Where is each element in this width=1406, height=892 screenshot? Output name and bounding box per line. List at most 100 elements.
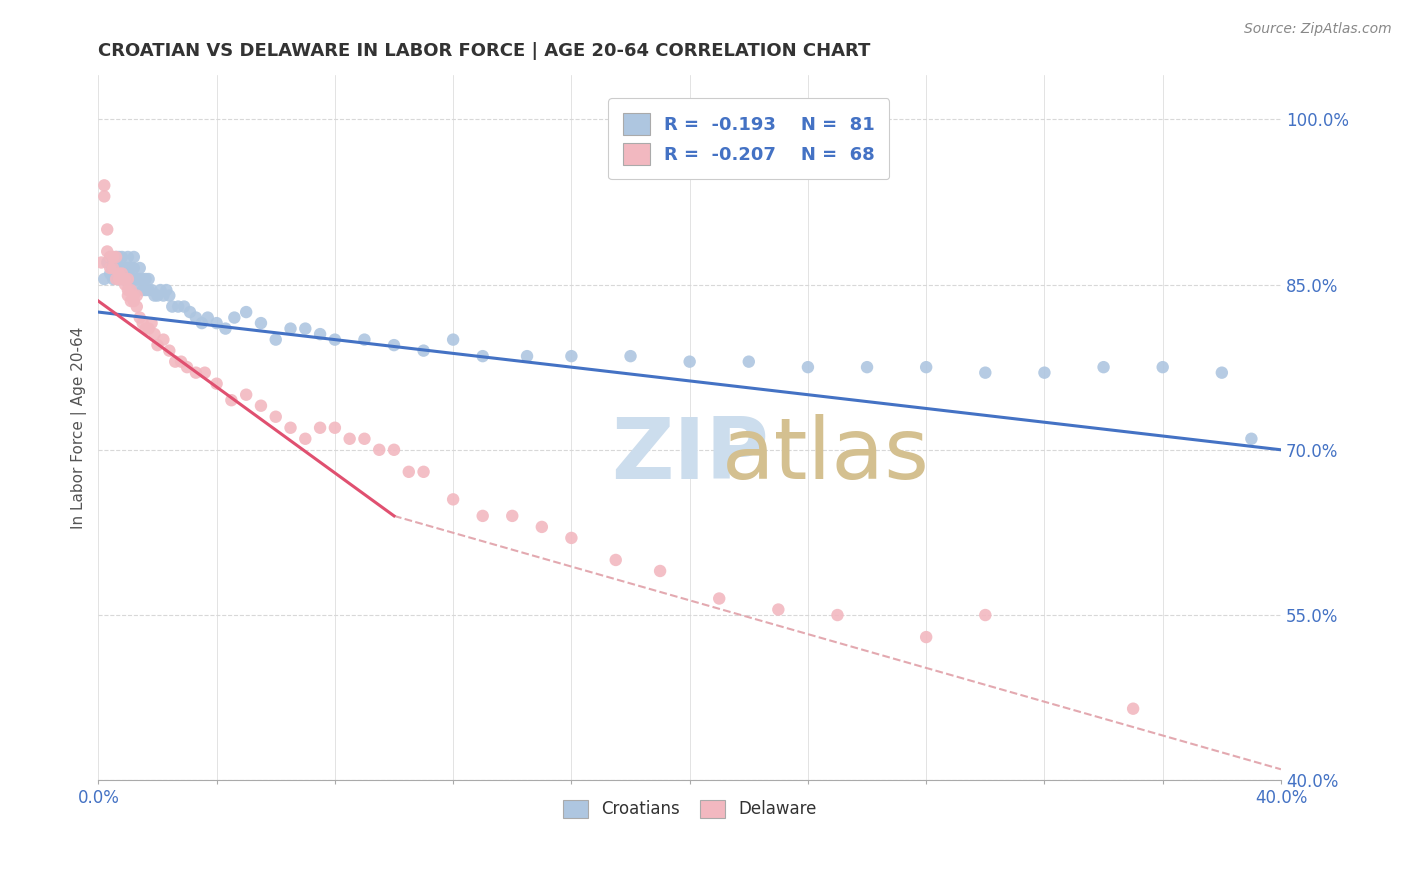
Point (398, 465, 420, 479)
Point (560, 349, 582, 363)
Point (170, 354, 193, 368)
Point (98, 250, 121, 264)
Point (93, 189, 115, 203)
Point (184, 366, 207, 380)
Point (125, 277, 148, 292)
Point (280, 321, 302, 335)
Point (191, 316, 214, 330)
Point (368, 442, 391, 457)
Point (117, 288, 139, 302)
Point (1033, 366, 1056, 380)
Point (125, 288, 148, 302)
Point (323, 333, 346, 347)
Point (184, 310, 207, 325)
Point (280, 421, 302, 435)
Point (560, 531, 582, 545)
Point (1092, 360, 1115, 375)
Point (441, 492, 464, 507)
Point (117, 260, 139, 275)
Point (1211, 366, 1233, 380)
Point (856, 360, 879, 375)
Point (146, 288, 169, 302)
Point (205, 376, 228, 391)
Point (353, 333, 375, 347)
Point (235, 387, 257, 401)
Point (120, 283, 142, 297)
Point (131, 316, 153, 330)
Point (176, 360, 198, 375)
Point (105, 250, 128, 264)
Point (122, 250, 145, 264)
Point (120, 272, 142, 286)
Point (974, 608, 997, 623)
Point (114, 277, 136, 292)
Point (471, 349, 494, 363)
Point (131, 272, 153, 286)
Point (152, 333, 174, 347)
Point (382, 338, 405, 352)
Point (108, 260, 131, 275)
Point (194, 366, 217, 380)
Point (111, 267, 134, 281)
Point (827, 608, 849, 623)
Point (125, 300, 148, 314)
Point (167, 300, 190, 314)
Point (135, 272, 157, 286)
Point (108, 250, 131, 264)
Point (619, 349, 641, 363)
Point (114, 272, 136, 286)
Point (117, 250, 139, 264)
Point (111, 260, 134, 275)
Point (101, 272, 124, 286)
Point (179, 305, 201, 319)
Point (125, 272, 148, 286)
Point (141, 316, 163, 330)
Point (501, 508, 523, 523)
Point (648, 564, 671, 578)
Point (131, 283, 153, 297)
Point (309, 327, 332, 342)
Text: Source: ZipAtlas.com: Source: ZipAtlas.com (1244, 22, 1392, 37)
Point (122, 288, 145, 302)
Legend: Croatians, Delaware: Croatians, Delaware (557, 793, 824, 825)
Point (974, 366, 997, 380)
Point (96, 255, 118, 269)
Point (108, 272, 131, 286)
Point (108, 272, 131, 286)
Point (128, 272, 150, 286)
Point (1240, 432, 1263, 446)
Point (105, 260, 128, 275)
Point (117, 272, 139, 286)
Point (117, 260, 139, 275)
Point (915, 630, 938, 644)
Point (709, 591, 731, 606)
Point (155, 283, 177, 297)
Point (165, 354, 187, 368)
Text: CROATIAN VS DELAWARE IN LABOR FORCE | AGE 20-64 CORRELATION CHART: CROATIAN VS DELAWARE IN LABOR FORCE | AG… (98, 42, 870, 60)
Point (101, 255, 124, 269)
Point (141, 283, 163, 297)
Point (323, 421, 346, 435)
Point (98, 260, 121, 275)
Point (1122, 701, 1144, 715)
Point (108, 267, 131, 281)
Point (135, 321, 157, 335)
Point (162, 300, 184, 314)
Point (96, 222, 118, 236)
Point (90, 255, 112, 269)
Point (224, 310, 246, 325)
Point (93, 272, 115, 286)
Point (101, 260, 124, 275)
Point (516, 349, 538, 363)
Point (101, 250, 124, 264)
Point (738, 354, 761, 368)
Point (264, 333, 287, 347)
Point (138, 321, 160, 335)
Point (149, 283, 172, 297)
Text: ZIP: ZIP (610, 415, 769, 498)
Point (294, 432, 316, 446)
Point (111, 250, 134, 264)
Point (105, 272, 128, 286)
Point (530, 520, 553, 534)
Point (114, 272, 136, 286)
